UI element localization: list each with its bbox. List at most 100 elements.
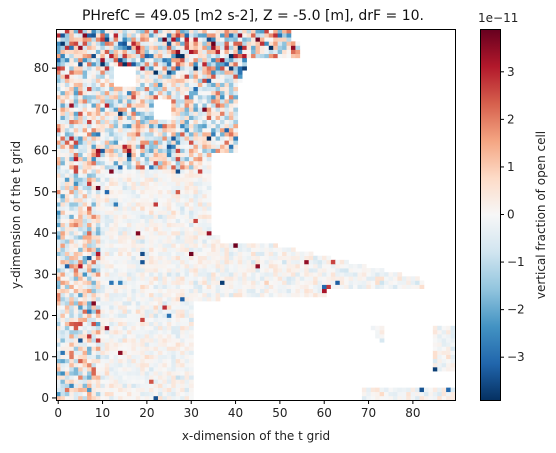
heatmap-cell xyxy=(87,37,92,42)
heatmap-cell xyxy=(73,218,79,224)
heatmap-cell xyxy=(353,276,358,281)
heatmap-cell xyxy=(268,292,274,298)
heatmap-cell xyxy=(109,86,114,92)
heatmap-cell xyxy=(348,272,354,277)
heatmap-cell xyxy=(202,140,208,145)
heatmap-cell xyxy=(73,103,79,108)
heatmap-cell xyxy=(122,247,128,252)
heatmap-cell xyxy=(144,218,150,224)
heatmap-cell xyxy=(193,218,199,224)
heatmap-cell xyxy=(95,309,101,314)
heatmap-cell xyxy=(157,206,163,211)
heatmap-cell xyxy=(69,169,75,174)
heatmap-cell xyxy=(64,321,70,327)
heatmap-cell xyxy=(175,334,181,339)
heatmap-cell xyxy=(166,74,172,79)
heatmap-cell xyxy=(175,33,181,38)
colorbar-tick-label: −1 xyxy=(507,255,525,269)
heatmap-cell xyxy=(157,317,163,322)
heatmap-cell xyxy=(339,268,345,273)
heatmap-cell xyxy=(118,268,123,273)
heatmap-cell xyxy=(109,371,114,376)
heatmap-cell xyxy=(193,292,199,298)
heatmap-cell xyxy=(109,119,114,125)
heatmap-cell xyxy=(82,218,88,224)
heatmap-cell xyxy=(91,371,97,376)
heatmap-cell xyxy=(175,37,181,42)
heatmap-cell xyxy=(206,94,212,100)
heatmap-cell xyxy=(100,272,106,277)
heatmap-cell xyxy=(246,292,252,298)
heatmap-cell xyxy=(228,45,234,50)
heatmap-cell xyxy=(104,140,110,145)
heatmap-cell xyxy=(220,127,225,133)
heatmap-cell xyxy=(78,177,83,182)
heatmap-cell xyxy=(361,395,367,401)
heatmap-cell xyxy=(166,70,172,75)
heatmap-cell xyxy=(91,202,97,207)
heatmap-cell xyxy=(126,214,132,219)
heatmap-cell xyxy=(180,173,185,178)
heatmap-cell xyxy=(113,165,119,170)
heatmap-cell xyxy=(193,70,199,75)
heatmap-cell xyxy=(206,214,212,219)
heatmap-cell xyxy=(126,181,132,186)
heatmap-cell xyxy=(224,61,230,67)
heatmap-cell xyxy=(104,132,110,137)
heatmap-cell xyxy=(73,70,79,75)
heatmap-cell xyxy=(379,280,385,285)
heatmap-cell xyxy=(384,272,389,277)
heatmap-cell xyxy=(171,296,176,302)
heatmap-cell xyxy=(149,206,154,211)
heatmap-cell xyxy=(211,140,216,145)
heatmap-cell xyxy=(122,288,128,294)
heatmap-cell xyxy=(78,301,83,306)
plot-frame xyxy=(56,29,456,401)
heatmap-cell xyxy=(69,173,75,178)
heatmap-cell xyxy=(153,66,159,71)
heatmap-cell xyxy=(220,82,225,88)
heatmap-cell xyxy=(184,94,190,100)
heatmap-cell xyxy=(131,222,137,228)
heatmap-cell xyxy=(60,132,66,137)
heatmap-cell xyxy=(175,99,181,104)
heatmap-cell xyxy=(437,325,442,331)
heatmap-cell xyxy=(104,255,110,261)
heatmap-cell xyxy=(64,214,70,219)
heatmap-cell xyxy=(166,90,172,96)
heatmap-cell xyxy=(126,144,132,149)
heatmap-cell xyxy=(184,334,190,339)
heatmap-cell xyxy=(211,57,216,63)
x-tick-label: 10 xyxy=(95,406,110,420)
heatmap-cell xyxy=(419,395,425,401)
heatmap-cell xyxy=(87,29,92,34)
heatmap-cell xyxy=(104,115,110,120)
heatmap-cell xyxy=(100,111,106,116)
heatmap-cell xyxy=(184,33,190,38)
heatmap-cell xyxy=(91,206,97,211)
heatmap-cell xyxy=(388,276,394,281)
heatmap-cell xyxy=(122,235,128,240)
heatmap-cell xyxy=(233,284,239,289)
heatmap-cell xyxy=(95,226,101,232)
heatmap-cell xyxy=(113,148,119,153)
heatmap-cell xyxy=(135,37,141,42)
heatmap-cell xyxy=(175,202,181,207)
heatmap-cell xyxy=(126,284,132,289)
heatmap-cell xyxy=(104,313,110,318)
heatmap-cell xyxy=(60,276,66,281)
heatmap-cell xyxy=(175,288,181,294)
heatmap-cell xyxy=(60,292,66,298)
heatmap-cell xyxy=(299,268,305,273)
heatmap-cell xyxy=(189,107,194,112)
heatmap-cell xyxy=(189,329,194,335)
heatmap-cell xyxy=(69,140,75,145)
heatmap-cell xyxy=(69,70,75,75)
heatmap-cell xyxy=(104,94,110,100)
heatmap-cell xyxy=(228,90,234,96)
heatmap-cell xyxy=(140,78,145,83)
heatmap-cell xyxy=(140,41,145,46)
heatmap-cell xyxy=(140,292,145,298)
heatmap-cell xyxy=(56,140,61,145)
heatmap-cell xyxy=(104,29,110,34)
